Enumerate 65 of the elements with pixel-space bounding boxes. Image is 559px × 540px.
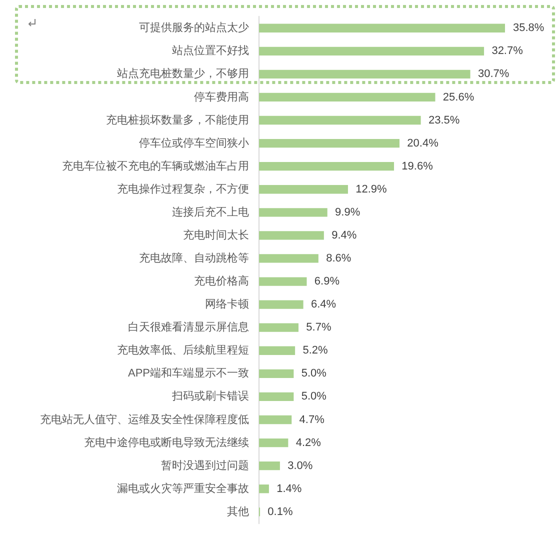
bar xyxy=(259,185,348,194)
data-label: 0.1% xyxy=(268,506,293,518)
bar xyxy=(259,323,298,332)
data-label: 9.4% xyxy=(332,229,357,242)
data-label: 5.0% xyxy=(301,368,327,380)
y-tick-label: 充电操作过程复杂，不方便 xyxy=(117,182,249,196)
y-tick-label: 充电中途停电或断电导致无法继续 xyxy=(84,436,249,449)
bar xyxy=(259,162,394,171)
y-tick-label: 充电价格高 xyxy=(194,274,249,288)
y-tick-label: 充电故障、自动跳枪等 xyxy=(139,252,249,265)
y-tick-label: 扫码或刷卡错误 xyxy=(171,390,249,403)
data-label: 23.5% xyxy=(428,114,460,126)
data-label: 4.2% xyxy=(296,436,322,449)
y-tick-label: 白天很难看清显示屏信息 xyxy=(128,320,249,334)
data-label: 25.6% xyxy=(442,91,474,104)
data-label: 3.0% xyxy=(288,460,313,472)
bar xyxy=(259,254,318,263)
data-label: 8.6% xyxy=(326,252,352,265)
y-tick-label: 可提供服务的站点太少 xyxy=(139,21,249,34)
bar xyxy=(259,70,470,79)
data-label: 19.6% xyxy=(402,160,434,172)
y-tick-label: 其他 xyxy=(227,504,249,518)
data-label: 5.0% xyxy=(301,390,327,403)
y-tick-label: 充电桩损坏数量多，不能使用 xyxy=(106,113,249,126)
bar xyxy=(259,46,484,56)
y-tick-label: 停车费用高 xyxy=(194,90,249,104)
bar xyxy=(259,208,328,217)
bar xyxy=(259,92,436,102)
y-tick-label: 漏电或火灾等严重安全事故 xyxy=(117,482,249,495)
bar xyxy=(259,415,292,424)
y-tick-label: 连接后充不上电 xyxy=(172,205,249,218)
bar xyxy=(259,346,296,355)
bar xyxy=(259,138,400,148)
bar xyxy=(259,392,294,402)
bar xyxy=(259,438,288,448)
data-label: 4.7% xyxy=(299,414,325,426)
y-tick-label: 网络卡顿 xyxy=(205,298,249,311)
bar xyxy=(259,461,280,470)
y-tick-label: 充电车位被不充电的车辆或燃油车占用 xyxy=(62,159,249,172)
data-label: 35.8% xyxy=(513,22,544,34)
data-label: 9.9% xyxy=(335,206,360,218)
y-tick-label: APP端和车端显示不一致 xyxy=(128,366,249,380)
data-label: 32.7% xyxy=(492,45,524,58)
bar xyxy=(259,484,269,494)
bar xyxy=(259,116,421,125)
y-tick-label: 站点充电桩数量少，不够用 xyxy=(117,67,249,80)
y-tick-label: 站点位置不好找 xyxy=(172,44,249,58)
data-label: 6.9% xyxy=(314,276,340,288)
data-label: 5.2% xyxy=(302,344,328,357)
data-label: 1.4% xyxy=(276,482,302,495)
bar xyxy=(259,231,324,240)
bar xyxy=(259,24,505,32)
bar xyxy=(259,277,307,286)
data-label: 6.4% xyxy=(310,298,336,311)
data-label: 20.4% xyxy=(407,137,439,150)
bar xyxy=(259,369,294,378)
data-label: 5.7% xyxy=(306,322,332,334)
bar xyxy=(259,300,304,309)
y-tick-label: 充电站无人值守、运维及安全性保障程度低 xyxy=(40,412,249,426)
y-tick-label: 暂时没遇到过问题 xyxy=(161,458,249,472)
data-label: 30.7% xyxy=(478,68,510,80)
y-tick-label: 充电时间太长 xyxy=(183,228,249,242)
data-label: 12.9% xyxy=(356,183,388,196)
y-tick-label: 充电效率低、后续航里程短 xyxy=(117,344,249,357)
y-tick-label: 停车位或停车空间狭小 xyxy=(139,136,249,150)
